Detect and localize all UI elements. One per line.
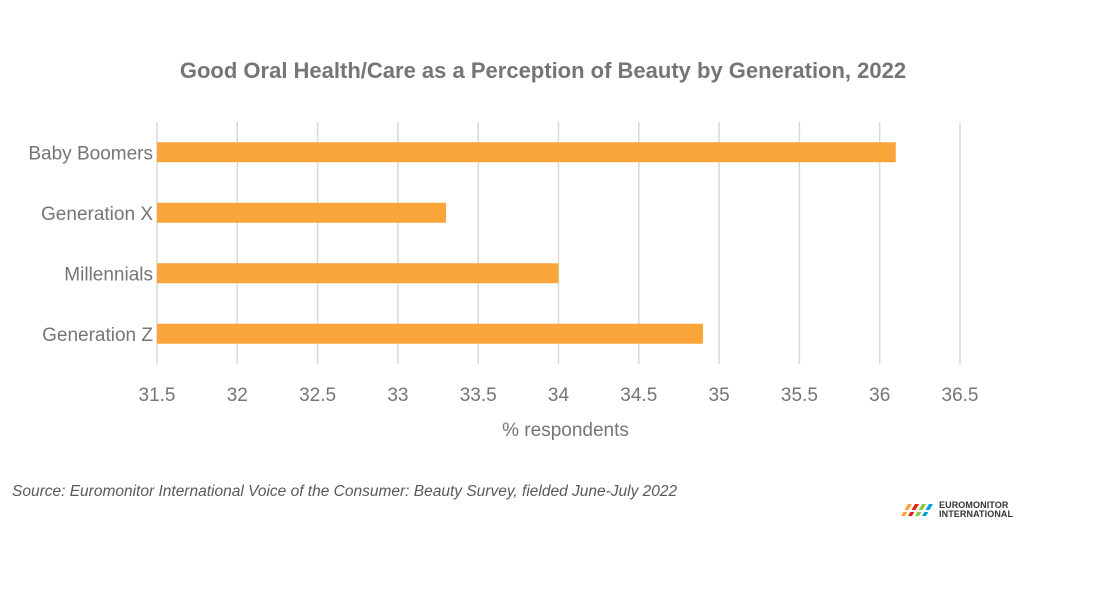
source-note: Source: Euromonitor International Voice … — [12, 483, 678, 500]
category-label: Baby Boomers — [28, 143, 153, 164]
category-label: Generation Z — [42, 325, 153, 346]
x-tick-label: 33.5 — [460, 385, 497, 406]
bar-chart: 31.5 32 32.5 33 33.5 34 34.5 35 35.5 36 36.5 Baby B… — [28, 122, 979, 441]
x-axis-title: % respondents — [502, 420, 629, 441]
category-label: Generation X — [41, 204, 153, 225]
logo-line1: EUROMONITOR — [939, 500, 1009, 510]
chart-title: Good Oral Health/Care as a Perception of… — [179, 58, 907, 83]
category-label: Millennials — [64, 264, 153, 285]
x-tick-label: 34 — [548, 385, 570, 406]
x-tick-label: 34.5 — [620, 385, 657, 406]
x-tick-label: 31.5 — [139, 385, 176, 406]
bar — [157, 323, 704, 344]
x-tick-label: 36.5 — [942, 385, 979, 406]
logo-line2: INTERNATIONAL — [939, 509, 1014, 519]
x-tick-label: 35 — [709, 385, 730, 406]
x-tick-label: 32.5 — [299, 385, 336, 406]
bar — [157, 142, 896, 163]
euromonitor-logo: EUROMONITOR INTERNATIONAL — [899, 500, 1013, 520]
bar — [157, 263, 559, 284]
bar — [157, 202, 447, 223]
logo-icon — [899, 504, 935, 516]
x-tick-label: 36 — [869, 385, 890, 406]
x-tick-label: 35.5 — [781, 385, 818, 406]
x-tick-label: 32 — [227, 385, 248, 406]
x-tick-label: 33 — [387, 385, 408, 406]
